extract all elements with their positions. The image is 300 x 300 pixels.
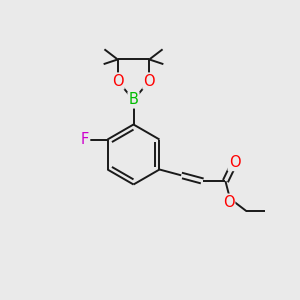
Text: B: B [129, 92, 138, 107]
Text: O: O [223, 195, 234, 210]
Text: O: O [112, 74, 124, 88]
Text: O: O [143, 74, 155, 88]
Text: F: F [81, 132, 89, 147]
Text: O: O [229, 155, 240, 170]
